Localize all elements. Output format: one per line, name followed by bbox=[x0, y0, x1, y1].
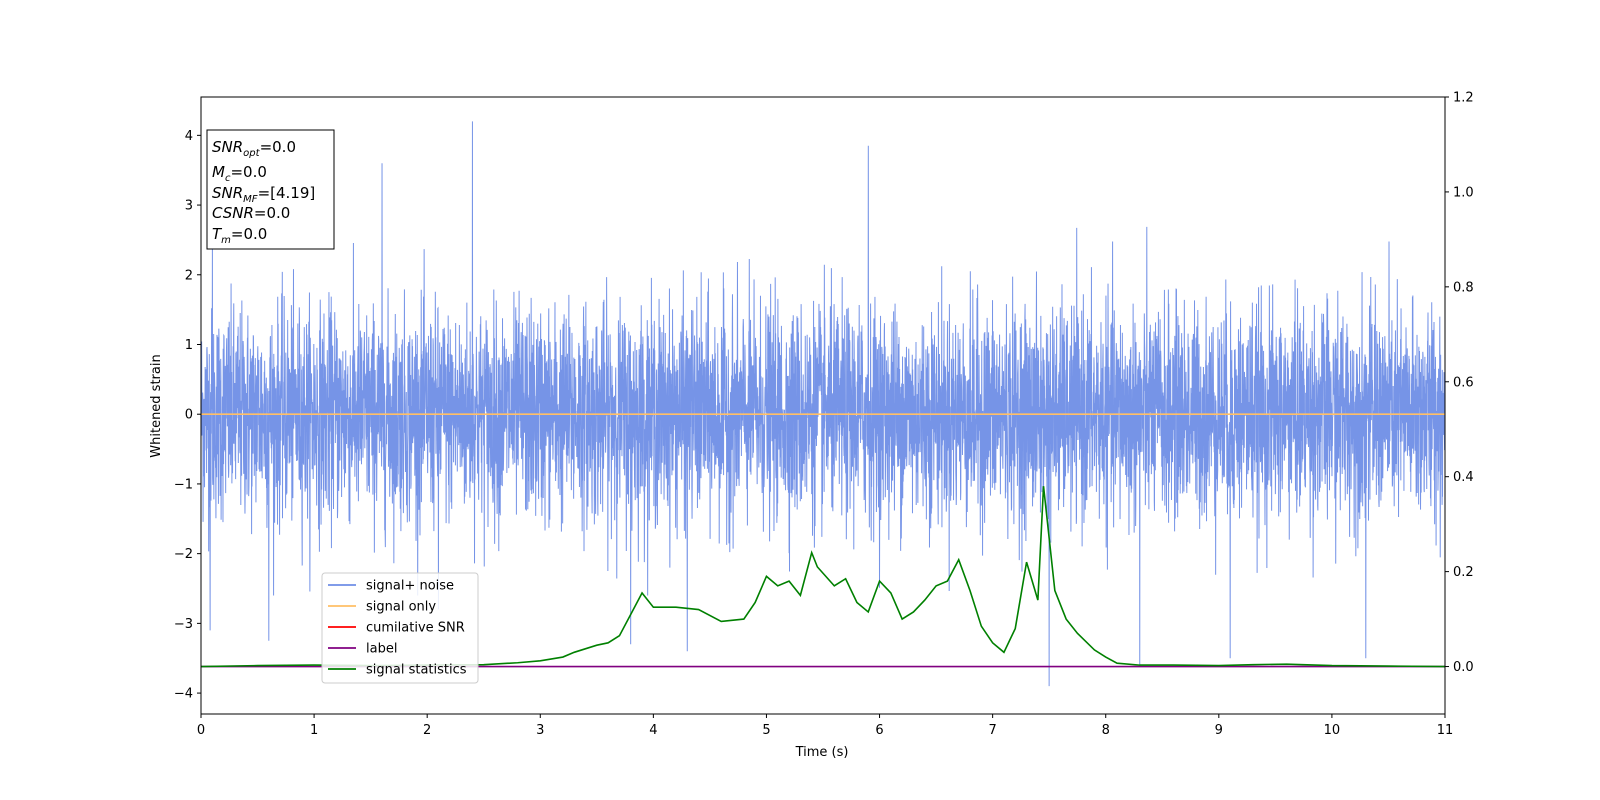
x-tick-label: 9 bbox=[1215, 723, 1223, 738]
x-tick-label: 2 bbox=[423, 723, 431, 738]
y-tick-label: 3 bbox=[185, 199, 193, 214]
y2-tick-label: 1.2 bbox=[1453, 91, 1474, 106]
series-signal-statistics-line bbox=[200, 486, 1446, 668]
legend-label: cumilative SNR bbox=[366, 621, 465, 636]
info-box: SNRopt=0.0 Mc=0.0 SNRMF=[4.19] CSNR=0.0 … bbox=[206, 129, 335, 250]
x-tick-label: 0 bbox=[197, 723, 205, 738]
x-tick-label: 3 bbox=[536, 723, 544, 738]
x-tick-label: 10 bbox=[1324, 723, 1341, 738]
legend-label: signal statistics bbox=[366, 663, 467, 678]
legend-label: signal only bbox=[366, 600, 436, 615]
info-box-frame bbox=[206, 129, 335, 250]
info-tm: Tm=0.0 bbox=[212, 225, 267, 246]
y-tick-label: −2 bbox=[174, 547, 193, 562]
info-mc: Mc=0.0 bbox=[212, 163, 267, 184]
info-snr-mf: SNRMF=[4.19] bbox=[212, 184, 315, 205]
legend-frame bbox=[321, 572, 479, 684]
y2-tick-label: 0.0 bbox=[1453, 660, 1474, 675]
y-tick-label: 0 bbox=[185, 408, 193, 423]
y-tick-label: 4 bbox=[185, 129, 193, 144]
y2-tick-label: 0.8 bbox=[1453, 280, 1474, 295]
y-tick-label: −4 bbox=[174, 687, 193, 702]
x-tick-label: 1 bbox=[310, 723, 318, 738]
plot-frame bbox=[200, 96, 1446, 715]
series-signal-noise-line bbox=[200, 121, 1446, 687]
y-axis-right: 0.0 0.2 0.4 0.6 0.8 1.0 1.2 bbox=[1445, 91, 1474, 675]
x-axis: 0 1 2 3 4 5 6 7 8 9 10 11 bbox=[197, 714, 1453, 738]
info-csnr: CSNR=0.0 bbox=[212, 204, 290, 222]
x-tick-label: 8 bbox=[1102, 723, 1110, 738]
y-tick-label: 1 bbox=[185, 338, 193, 353]
y-tick-label: 2 bbox=[185, 268, 193, 283]
y2-tick-label: 0.2 bbox=[1453, 565, 1474, 580]
x-tick-label: 11 bbox=[1437, 723, 1454, 738]
legend-label: signal+ noise bbox=[366, 579, 454, 594]
y-tick-label: −3 bbox=[174, 617, 193, 632]
y-axis-left: −4 −3 −2 −1 0 1 2 3 4 bbox=[174, 129, 201, 702]
y-axis-title: Whitened strain bbox=[149, 354, 164, 457]
legend-label: label bbox=[366, 642, 397, 657]
x-tick-label: 6 bbox=[875, 723, 883, 738]
y-tick-label: −1 bbox=[174, 477, 193, 492]
x-axis-title: Time (s) bbox=[795, 745, 849, 760]
legend: signal+ noise signal only cumilative SNR la… bbox=[321, 572, 479, 684]
y2-tick-label: 1.0 bbox=[1453, 185, 1474, 200]
info-snr-opt: SNRopt=0.0 bbox=[212, 138, 296, 159]
y2-tick-label: 0.4 bbox=[1453, 470, 1474, 485]
x-tick-label: 5 bbox=[762, 723, 770, 738]
x-tick-label: 4 bbox=[649, 723, 657, 738]
y2-tick-label: 0.6 bbox=[1453, 375, 1474, 390]
x-tick-label: 7 bbox=[988, 723, 996, 738]
